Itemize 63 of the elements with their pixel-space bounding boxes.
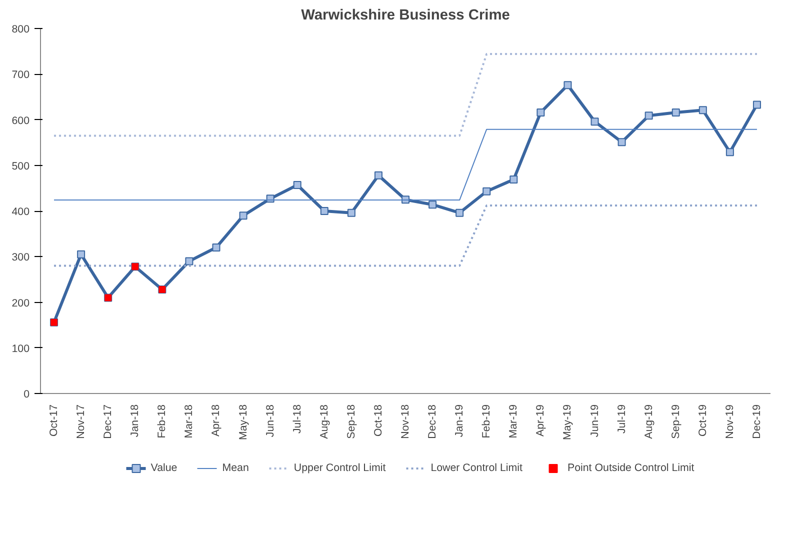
point <box>77 250 86 258</box>
point <box>590 118 599 126</box>
x-tick-label: Nov-19 <box>724 404 736 439</box>
x-tick-label: Oct-19 <box>696 404 709 436</box>
x-tick-label: Jan-19 <box>454 404 466 438</box>
x-tick-label: Dec-18 <box>426 404 439 439</box>
y-tick-label: 200 <box>12 297 30 310</box>
x-tick-label: Oct-18 <box>372 404 384 436</box>
x-tick-label: Jul-18 <box>291 404 304 434</box>
x-tick-label: Aug-19 <box>642 404 655 439</box>
point <box>428 200 437 209</box>
legend-label: Mean <box>222 462 249 474</box>
x-tick-label: Apr-18 <box>210 404 222 436</box>
y-tick-label: 600 <box>12 114 30 127</box>
point <box>456 208 464 217</box>
x-tick-label: Feb-18 <box>156 404 168 438</box>
x-tick-label: Feb-19 <box>480 404 493 438</box>
point <box>672 108 680 116</box>
point <box>698 106 707 114</box>
point <box>644 112 653 120</box>
x-tick-label: Mar-18 <box>183 404 196 438</box>
point <box>374 171 382 180</box>
x-tick-label: Jun-18 <box>264 404 276 438</box>
x-tick-label: Nov-17 <box>75 404 88 439</box>
point <box>320 207 328 215</box>
point <box>212 244 220 252</box>
y-tick-label: 700 <box>12 69 30 82</box>
legend-label: Value <box>150 462 178 474</box>
y-tick-label: 500 <box>12 160 30 172</box>
x-tick-label: Dec-17 <box>102 404 114 439</box>
point <box>564 81 572 90</box>
x-tick-label: Jul-19 <box>616 404 628 434</box>
x-tick-label: Jan-18 <box>129 404 142 438</box>
x-tick-label: Sep-18 <box>345 404 358 439</box>
point <box>536 108 545 116</box>
point <box>726 148 734 156</box>
y-tick-label: 300 <box>12 252 30 264</box>
x-tick-label: Apr-19 <box>534 404 547 436</box>
x-tick-label: Mar-19 <box>508 404 520 438</box>
point <box>293 180 302 189</box>
point <box>752 100 761 109</box>
point <box>185 257 194 266</box>
chart-title: Warwickshire Business Crime <box>301 8 510 24</box>
point <box>618 138 626 146</box>
legend-label: Upper Control Limit <box>294 462 386 474</box>
x-tick-label: Sep-19 <box>670 404 682 439</box>
point <box>510 176 518 184</box>
x-tick-label: Aug-18 <box>318 404 330 439</box>
x-tick-label: Dec-19 <box>750 404 763 439</box>
x-tick-label: Oct-17 <box>48 404 60 436</box>
point <box>347 208 356 217</box>
x-tick-label: May-18 <box>237 404 250 440</box>
y-tick-label: 100 <box>12 342 30 355</box>
point <box>239 212 248 220</box>
x-tick-label: May-19 <box>562 404 574 440</box>
y-tick-label: 800 <box>12 24 30 36</box>
y-tick-label: 400 <box>12 206 30 218</box>
x-tick-label: Nov-18 <box>400 404 412 439</box>
x-tick-label: Jun-19 <box>588 404 601 438</box>
point <box>482 187 491 196</box>
legend-label: Point Outside Control Limit <box>567 462 694 474</box>
legend-label: Lower Control Limit <box>430 462 522 474</box>
y-tick-label: 0 <box>24 388 30 400</box>
